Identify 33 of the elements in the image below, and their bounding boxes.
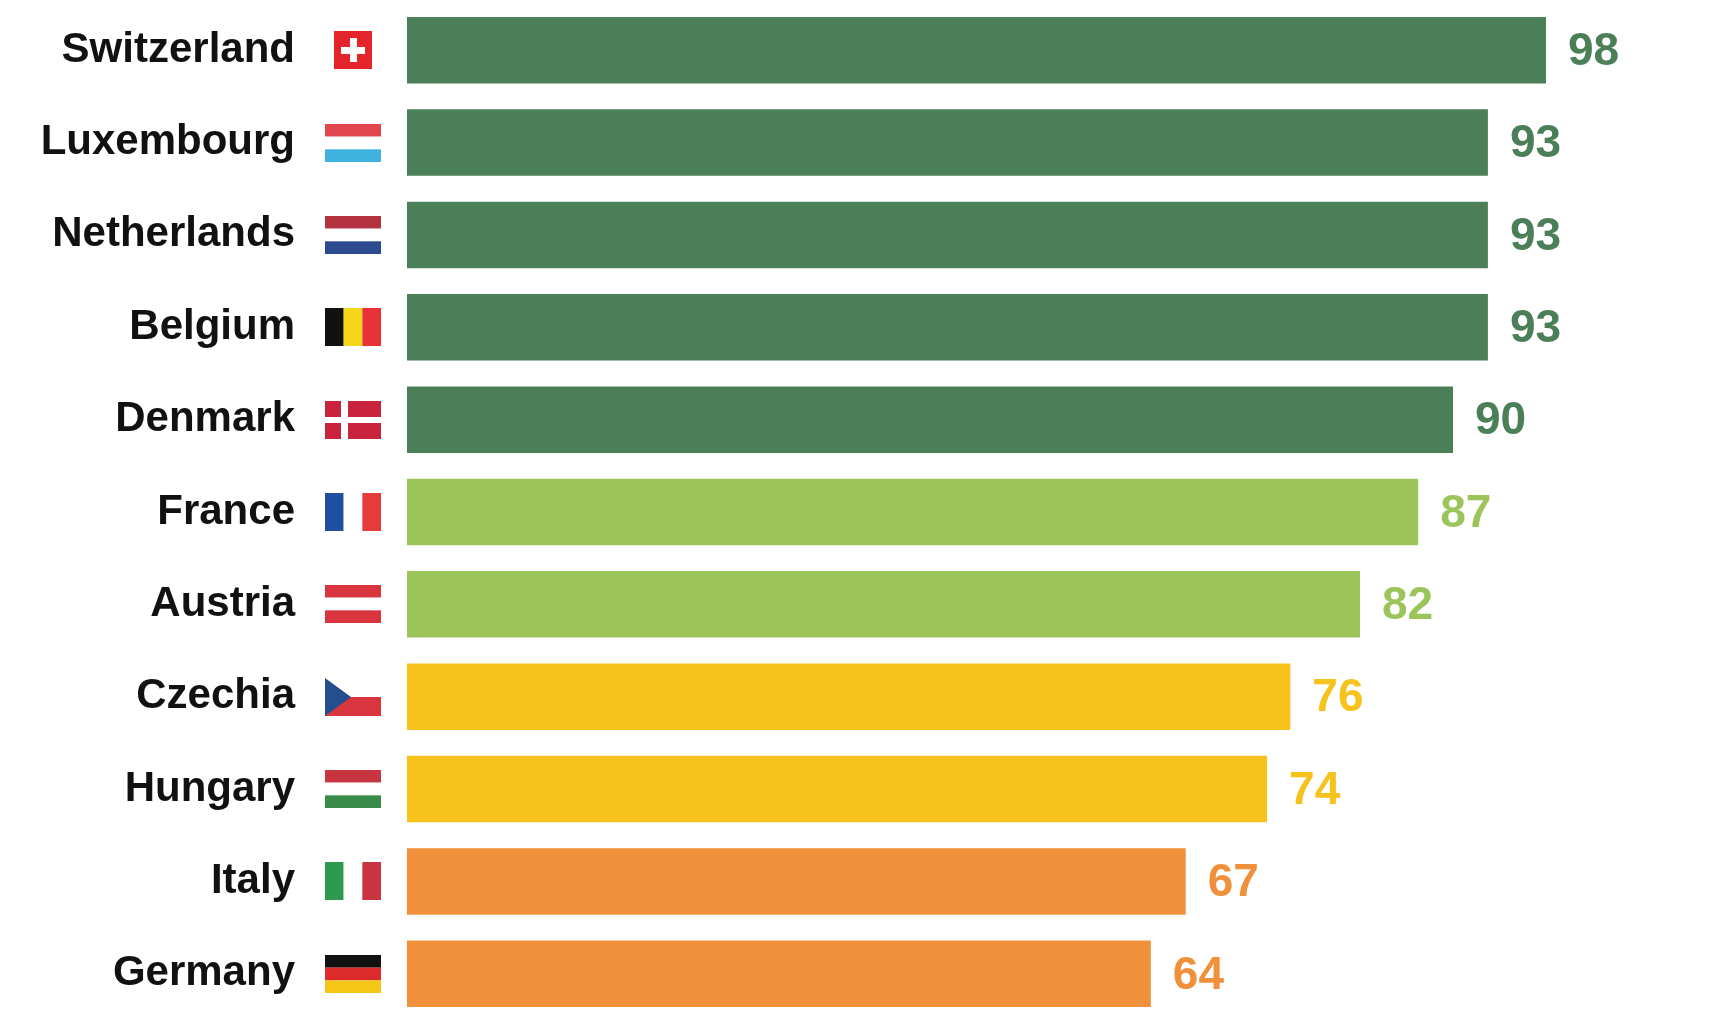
- data-label: 98: [1568, 22, 1620, 75]
- y-tick-label: Netherlands: [52, 208, 295, 256]
- bar: [407, 571, 1361, 638]
- data-label: 87: [1440, 484, 1492, 537]
- bar: [407, 755, 1268, 823]
- bar: [407, 940, 1151, 1008]
- data-label: 82: [1382, 577, 1434, 630]
- data-label: 74: [1289, 761, 1341, 814]
- y-tick-label: Czechia: [136, 670, 296, 718]
- data-label: 93: [1509, 115, 1562, 168]
- data-label: 90: [1475, 392, 1527, 445]
- bar: [407, 16, 1546, 84]
- bar: [407, 848, 1186, 915]
- data-label: 93: [1509, 299, 1562, 352]
- bar: [407, 201, 1488, 269]
- y-tick-label: Italy: [210, 855, 296, 903]
- y-tick-label: Switzerland: [61, 23, 295, 71]
- data-label: 67: [1207, 854, 1259, 907]
- bar: [407, 386, 1454, 453]
- y-tick-label: Austria: [150, 577, 296, 625]
- y-tick-label: Belgium: [129, 300, 295, 348]
- bar: [407, 478, 1419, 546]
- bar: [407, 109, 1488, 176]
- bar: [407, 663, 1291, 730]
- data-label: 93: [1509, 207, 1562, 260]
- y-tick-label: Luxembourg: [40, 116, 295, 164]
- data-label: 76: [1312, 669, 1364, 722]
- bar: [407, 294, 1488, 361]
- y-tick-label: Hungary: [124, 762, 296, 810]
- y-tick-label: Denmark: [115, 393, 296, 441]
- y-tick-label: Germany: [112, 947, 296, 995]
- y-tick-label: France: [157, 485, 295, 533]
- data-label: 64: [1172, 946, 1225, 999]
